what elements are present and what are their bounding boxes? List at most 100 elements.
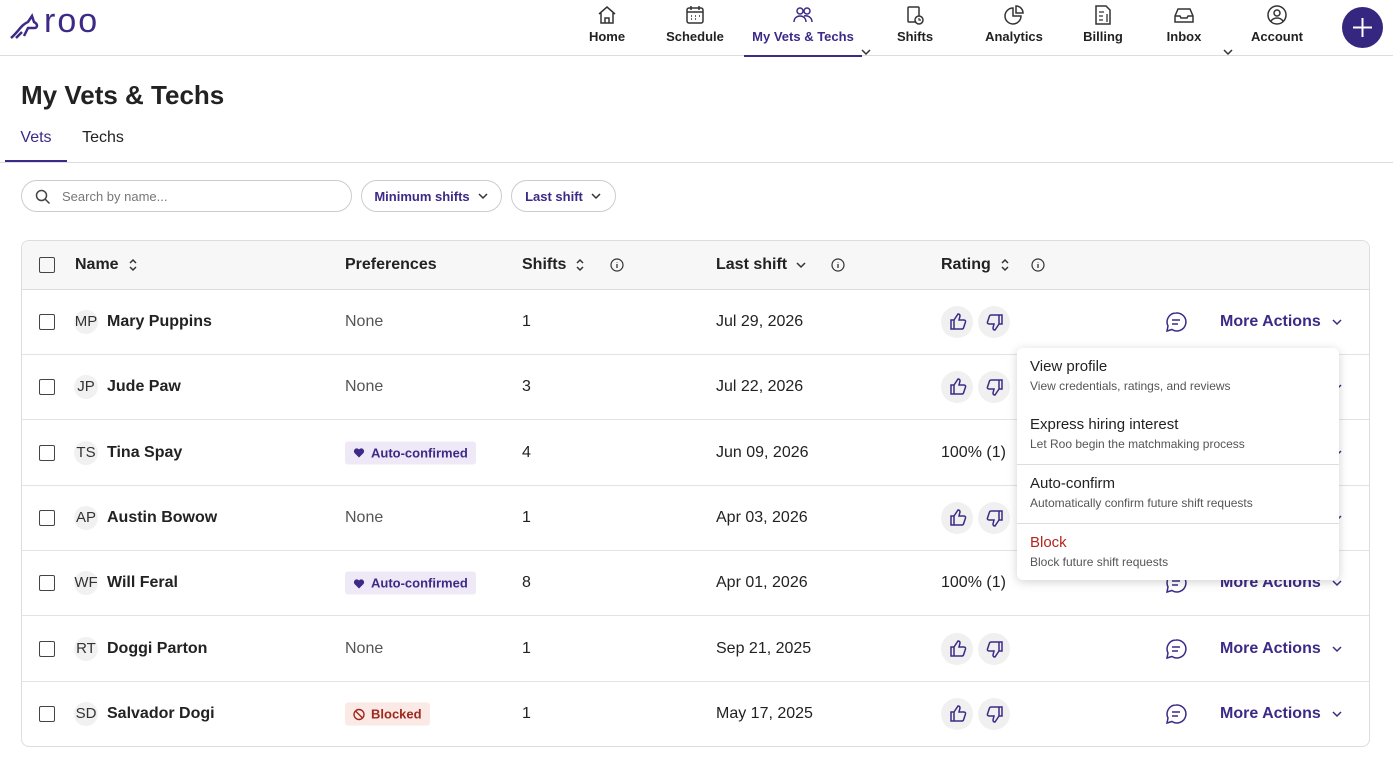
menu-item-description: Automatically confirm future shift reque… [1030,496,1253,510]
nav-item[interactable]: Schedule [635,0,755,56]
nav-item[interactable]: Inbox [1124,0,1244,56]
menu-item[interactable]: View profile View credentials, ratings, a… [1017,358,1339,393]
row-checkbox[interactable] [39,509,55,526]
row-checkbox[interactable] [39,444,55,461]
tab[interactable]: Vets [5,129,67,162]
info-icon [831,258,845,272]
menu-item[interactable]: Express hiring interest Let Roo begin the… [1017,416,1339,451]
more-actions-label: More Actions [1220,313,1321,330]
thumbs-up-button[interactable] [941,698,973,731]
nav-icon [1095,5,1111,25]
logo-icon [10,13,39,39]
preference: None [345,313,384,330]
avatar-initials: RT [74,636,98,661]
tab[interactable]: Techs [67,129,139,162]
shift-count: 1 [522,313,531,330]
table-row: RT Doggi Parton None 1 Sep 21, 2025 More Acti… [22,617,1369,682]
nav-label: Schedule [666,29,724,44]
table-header: Name Preferences Shifts Last shift Rating [22,241,1369,290]
shift-count: 3 [522,378,531,396]
filter-label: Last shift [525,188,583,204]
row-checkbox[interactable] [39,379,55,396]
vet-name[interactable]: Salvador Dogi [107,705,215,723]
filter-button[interactable]: Last shift [511,180,616,212]
nav-icon [598,6,616,24]
menu-divider [1017,464,1339,465]
nav-item[interactable]: Shifts [855,0,975,56]
vet-name[interactable]: Tina Spay [107,443,183,461]
thumbs-up-button[interactable] [941,306,973,338]
nav-item[interactable]: Home [547,0,667,56]
menu-item-title: View profile [1030,358,1108,375]
thumbs-up-button[interactable] [941,501,973,534]
thumbs-down-button[interactable] [978,501,1010,534]
message-button[interactable] [1164,637,1188,661]
message-button[interactable] [1164,702,1188,726]
nav-label: Inbox [1166,29,1202,44]
nav-item[interactable]: Billing [1043,0,1163,56]
column-header[interactable]: Name [75,256,139,274]
message-button[interactable] [1164,310,1188,334]
message-icon [1166,638,1187,659]
thumbs-down-button[interactable] [978,306,1010,338]
search-box[interactable]: Search by name... [21,180,352,212]
avatar-initials: MP [74,310,98,334]
badge-label: Auto-confirmed [371,575,468,591]
thumbs-up-button[interactable] [941,632,973,665]
badge-icon [353,448,365,458]
avatar-initials: AP [74,505,98,530]
filter-button[interactable]: Minimum shifts [361,180,502,212]
row-checkbox[interactable] [39,706,55,723]
vets-table: Name Preferences Shifts Last shift Rating MP… [21,240,1370,747]
active-indicator [744,55,862,57]
thumbs-down-button[interactable] [978,371,1010,404]
nav-item[interactable]: Account [1217,0,1337,56]
nav-icon [1004,5,1024,25]
last-shift: Apr 01, 2026 [716,574,808,592]
menu-item-title: Auto-confirm [1030,475,1116,492]
nav-item[interactable]: My Vets & Techs [743,0,863,57]
vet-name[interactable]: Will Feral [107,574,178,592]
vet-name[interactable]: Doggi Parton [107,639,208,657]
more-actions-button[interactable]: More Actions [1220,313,1343,331]
thumbs-down-icon [986,314,1003,331]
menu-item[interactable]: Auto-confirm Automatically confirm future… [1017,475,1339,510]
actions-menu: View profile View credentials, ratings, a… [1017,348,1339,580]
shift-count: 1 [522,639,531,657]
tab-label: Vets [20,129,52,146]
row-checkbox[interactable] [39,314,55,330]
more-actions-button[interactable]: More Actions [1220,705,1343,723]
column-label: Last shift [716,256,788,273]
select-all-checkbox[interactable] [39,257,55,273]
thumbs-down-button[interactable] [978,698,1010,731]
sort-icon [796,262,806,269]
column-header[interactable]: Shifts [522,256,625,274]
logo[interactable]: roo [44,2,100,40]
column-header[interactable]: Rating [941,256,1045,274]
menu-item-title: Express hiring interest [1030,416,1179,433]
preference-badge: Blocked [345,702,430,726]
thumbs-up-button[interactable] [941,371,973,404]
badge-icon [353,708,365,720]
last-shift: Jul 22, 2026 [716,378,804,396]
nav-icon [686,6,704,24]
last-shift: Jun 09, 2026 [716,443,809,461]
message-icon [1166,704,1187,725]
more-actions-button[interactable]: More Actions [1220,640,1343,658]
message-icon [1166,312,1187,333]
thumbs-down-button[interactable] [978,632,1010,665]
chevron [1332,319,1342,326]
preference-badge: Auto-confirmed [345,571,476,595]
vet-name[interactable]: Austin Bowow [107,508,218,526]
nav-item[interactable]: Analytics [954,0,1074,56]
menu-item[interactable]: Block Block future shift requests [1017,534,1339,569]
add-button[interactable] [1342,7,1383,48]
chevron [1332,711,1342,718]
nav-icon [1174,8,1194,23]
row-checkbox[interactable] [39,575,55,592]
vet-name[interactable]: Mary Puppins [107,313,212,330]
column-header[interactable]: Last shift [716,256,845,274]
row-checkbox[interactable] [39,640,55,657]
vet-name[interactable]: Jude Paw [107,378,181,396]
nav-icon [793,7,813,23]
